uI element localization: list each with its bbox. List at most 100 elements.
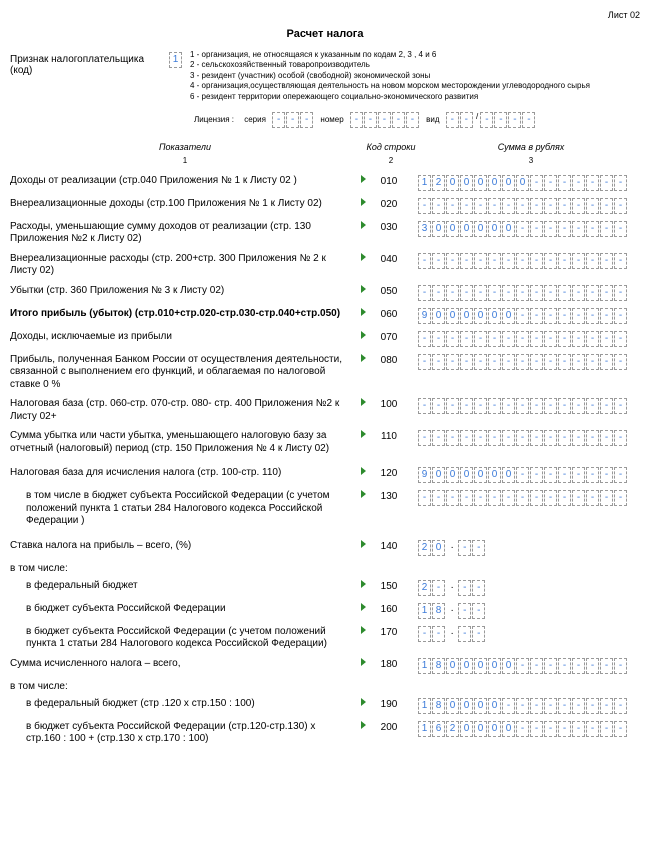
expand-marker[interactable] (356, 198, 370, 206)
triangle-icon (361, 603, 366, 611)
value-cell: - (502, 490, 515, 506)
value-cell: - (572, 398, 585, 414)
value-cell: - (558, 221, 571, 237)
row-code: 080 (370, 354, 408, 366)
value-cell: - (600, 398, 613, 414)
expand-marker[interactable] (356, 253, 370, 261)
value-cell: - (586, 354, 599, 370)
value-cell: - (600, 354, 613, 370)
value-cell: - (530, 175, 543, 191)
value-cell: - (572, 285, 585, 301)
value-cell: 2 (418, 580, 431, 596)
value-cell: 0 (502, 467, 515, 483)
value-cell: - (600, 285, 613, 301)
value-cell: - (446, 398, 459, 414)
value-cell: - (516, 658, 529, 674)
triangle-icon (361, 331, 366, 339)
value-cell: - (432, 430, 445, 446)
value-cell: 0 (432, 221, 445, 237)
expand-marker[interactable] (356, 580, 370, 588)
value-cell: 2 (432, 175, 445, 191)
expand-marker[interactable] (356, 721, 370, 729)
expand-marker[interactable] (356, 540, 370, 548)
row-code: 110 (370, 430, 408, 442)
row-description: Доходы, исключаемые из прибыли (10, 331, 356, 344)
value-cell: - (572, 490, 585, 506)
value-cell: - (600, 175, 613, 191)
value-cell: 3 (418, 221, 431, 237)
expand-marker[interactable] (356, 603, 370, 611)
triangle-icon (361, 430, 366, 438)
value-cell: - (586, 698, 599, 714)
value-cell: 1 (418, 603, 431, 619)
value-cell: - (488, 354, 501, 370)
value-cell: 0 (502, 308, 515, 324)
row-description: в бюджет субъекта Российской Федерации (… (10, 721, 356, 746)
value-cell: - (488, 198, 501, 214)
value-cell: - (600, 221, 613, 237)
value-cell: - (558, 430, 571, 446)
triangle-icon (361, 198, 366, 206)
expand-marker[interactable] (356, 285, 370, 293)
expand-marker[interactable] (356, 430, 370, 438)
value-cell: - (558, 467, 571, 483)
expand-marker[interactable] (356, 490, 370, 498)
value-cell: - (558, 490, 571, 506)
value-cell: 6 (432, 721, 445, 737)
value-cell: 0 (460, 308, 473, 324)
expand-marker[interactable] (356, 221, 370, 229)
triangle-icon (361, 540, 366, 548)
decimal-dot: . (448, 540, 456, 551)
value-cell: - (544, 398, 557, 414)
value-cell: - (586, 285, 599, 301)
value-cell: - (572, 331, 585, 347)
tax-row: Внереализационные доходы (стр.100 Прилож… (10, 198, 640, 214)
row-code: 130 (370, 490, 408, 502)
row-code: 020 (370, 198, 408, 210)
value-cell: - (418, 626, 431, 642)
value-cell: 0 (502, 221, 515, 237)
row-amount: --------------- (408, 198, 640, 214)
value-cell: - (544, 198, 557, 214)
license-number-cells: ----- (350, 112, 420, 128)
value-cell: - (544, 721, 557, 737)
row-amount: 1800000-------- (408, 658, 640, 674)
value-cell: - (544, 308, 557, 324)
value-cell: - (614, 175, 627, 191)
expand-marker[interactable] (356, 175, 370, 183)
value-cell: - (446, 285, 459, 301)
subheader-1: в том числе: (10, 563, 640, 574)
value-cell: - (472, 603, 485, 619)
row-code: 040 (370, 253, 408, 265)
value-cell: 0 (488, 658, 501, 674)
value-cell: - (488, 490, 501, 506)
expand-marker[interactable] (356, 354, 370, 362)
expand-marker[interactable] (356, 698, 370, 706)
tax-row: в федеральный бюджет (стр .120 х стр.150… (10, 698, 640, 714)
value-cell: - (516, 308, 529, 324)
value-cell: - (432, 354, 445, 370)
value-cell: - (600, 467, 613, 483)
value-cell: - (432, 398, 445, 414)
value-cell: - (530, 490, 543, 506)
row-amount: 2- . -- (408, 580, 640, 596)
value-cell: - (530, 721, 543, 737)
expand-marker[interactable] (356, 308, 370, 316)
value-cell: 0 (502, 658, 515, 674)
expand-marker[interactable] (356, 658, 370, 666)
value-cell: - (516, 430, 529, 446)
value-cell: - (544, 331, 557, 347)
row-description: Налоговая база (стр. 060-стр. 070-стр. 0… (10, 398, 356, 423)
row-code: 180 (370, 658, 408, 670)
row-code: 190 (370, 698, 408, 710)
expand-marker[interactable] (356, 467, 370, 475)
sheet-label: Лист 02 (10, 10, 640, 20)
value-cell: - (502, 253, 515, 269)
row-description: Прибыль, полученная Банком России от осу… (10, 354, 356, 392)
value-cell: - (530, 467, 543, 483)
expand-marker[interactable] (356, 398, 370, 406)
value-cell: - (458, 540, 471, 556)
row-amount: 9000000-------- (408, 308, 640, 324)
expand-marker[interactable] (356, 331, 370, 339)
expand-marker[interactable] (356, 626, 370, 634)
